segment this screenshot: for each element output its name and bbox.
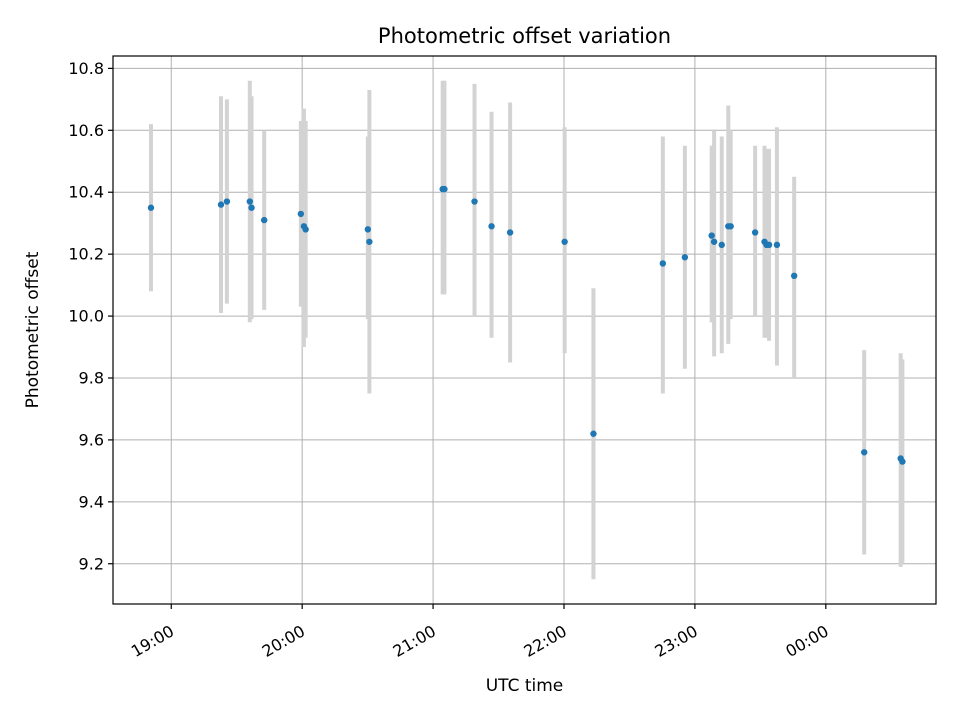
data-point xyxy=(899,458,906,465)
data-point xyxy=(217,201,225,208)
plot-frame xyxy=(112,55,937,605)
data-point xyxy=(248,204,255,211)
data-point xyxy=(488,223,495,230)
data-point xyxy=(506,229,514,236)
data-point xyxy=(765,241,773,249)
y-tick-label: 10.4 xyxy=(68,183,104,202)
y-axis-label: Photometric offset xyxy=(23,251,43,408)
data-point xyxy=(261,216,268,224)
data-point xyxy=(718,241,725,249)
chart-title: Photometric offset variation xyxy=(378,24,671,48)
data-point xyxy=(297,210,305,218)
data-point xyxy=(773,241,781,249)
point-layer xyxy=(147,185,906,465)
data-point xyxy=(861,449,868,456)
data-point xyxy=(751,229,759,236)
y-tick-label: 9.2 xyxy=(79,554,104,573)
y-tick-label: 9.4 xyxy=(79,492,104,511)
data-point xyxy=(590,430,597,437)
y-tick-label: 9.8 xyxy=(79,368,104,387)
data-point xyxy=(364,226,372,233)
data-point xyxy=(223,198,231,205)
y-tick-label: 10.6 xyxy=(68,121,104,140)
data-point xyxy=(727,223,734,230)
data-point xyxy=(710,238,718,245)
data-point xyxy=(471,198,478,205)
data-point xyxy=(659,260,667,267)
y-tick-label: 10.8 xyxy=(68,59,104,78)
data-point xyxy=(302,226,309,233)
y-tick-label: 9.6 xyxy=(79,430,104,449)
data-point xyxy=(147,204,155,211)
x-axis-label: UTC time xyxy=(486,676,564,696)
data-point xyxy=(561,238,568,245)
data-point xyxy=(790,272,798,280)
data-point xyxy=(708,232,715,239)
data-point xyxy=(441,185,448,193)
data-point xyxy=(681,254,689,261)
data-point xyxy=(246,198,254,205)
y-tick-label: 10.0 xyxy=(68,307,104,326)
data-point xyxy=(366,238,373,245)
y-tick-label: 10.2 xyxy=(68,245,104,264)
